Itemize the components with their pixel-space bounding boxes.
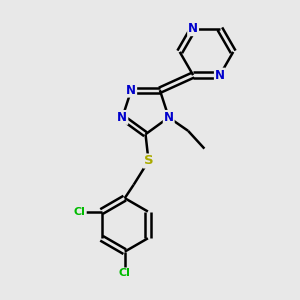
Text: N: N <box>126 84 136 97</box>
Text: Cl: Cl <box>119 268 131 278</box>
Text: N: N <box>117 111 128 124</box>
Text: N: N <box>188 22 198 35</box>
Text: N: N <box>164 111 174 124</box>
Text: N: N <box>215 69 225 82</box>
Text: Cl: Cl <box>74 206 86 217</box>
Text: S: S <box>144 154 153 167</box>
